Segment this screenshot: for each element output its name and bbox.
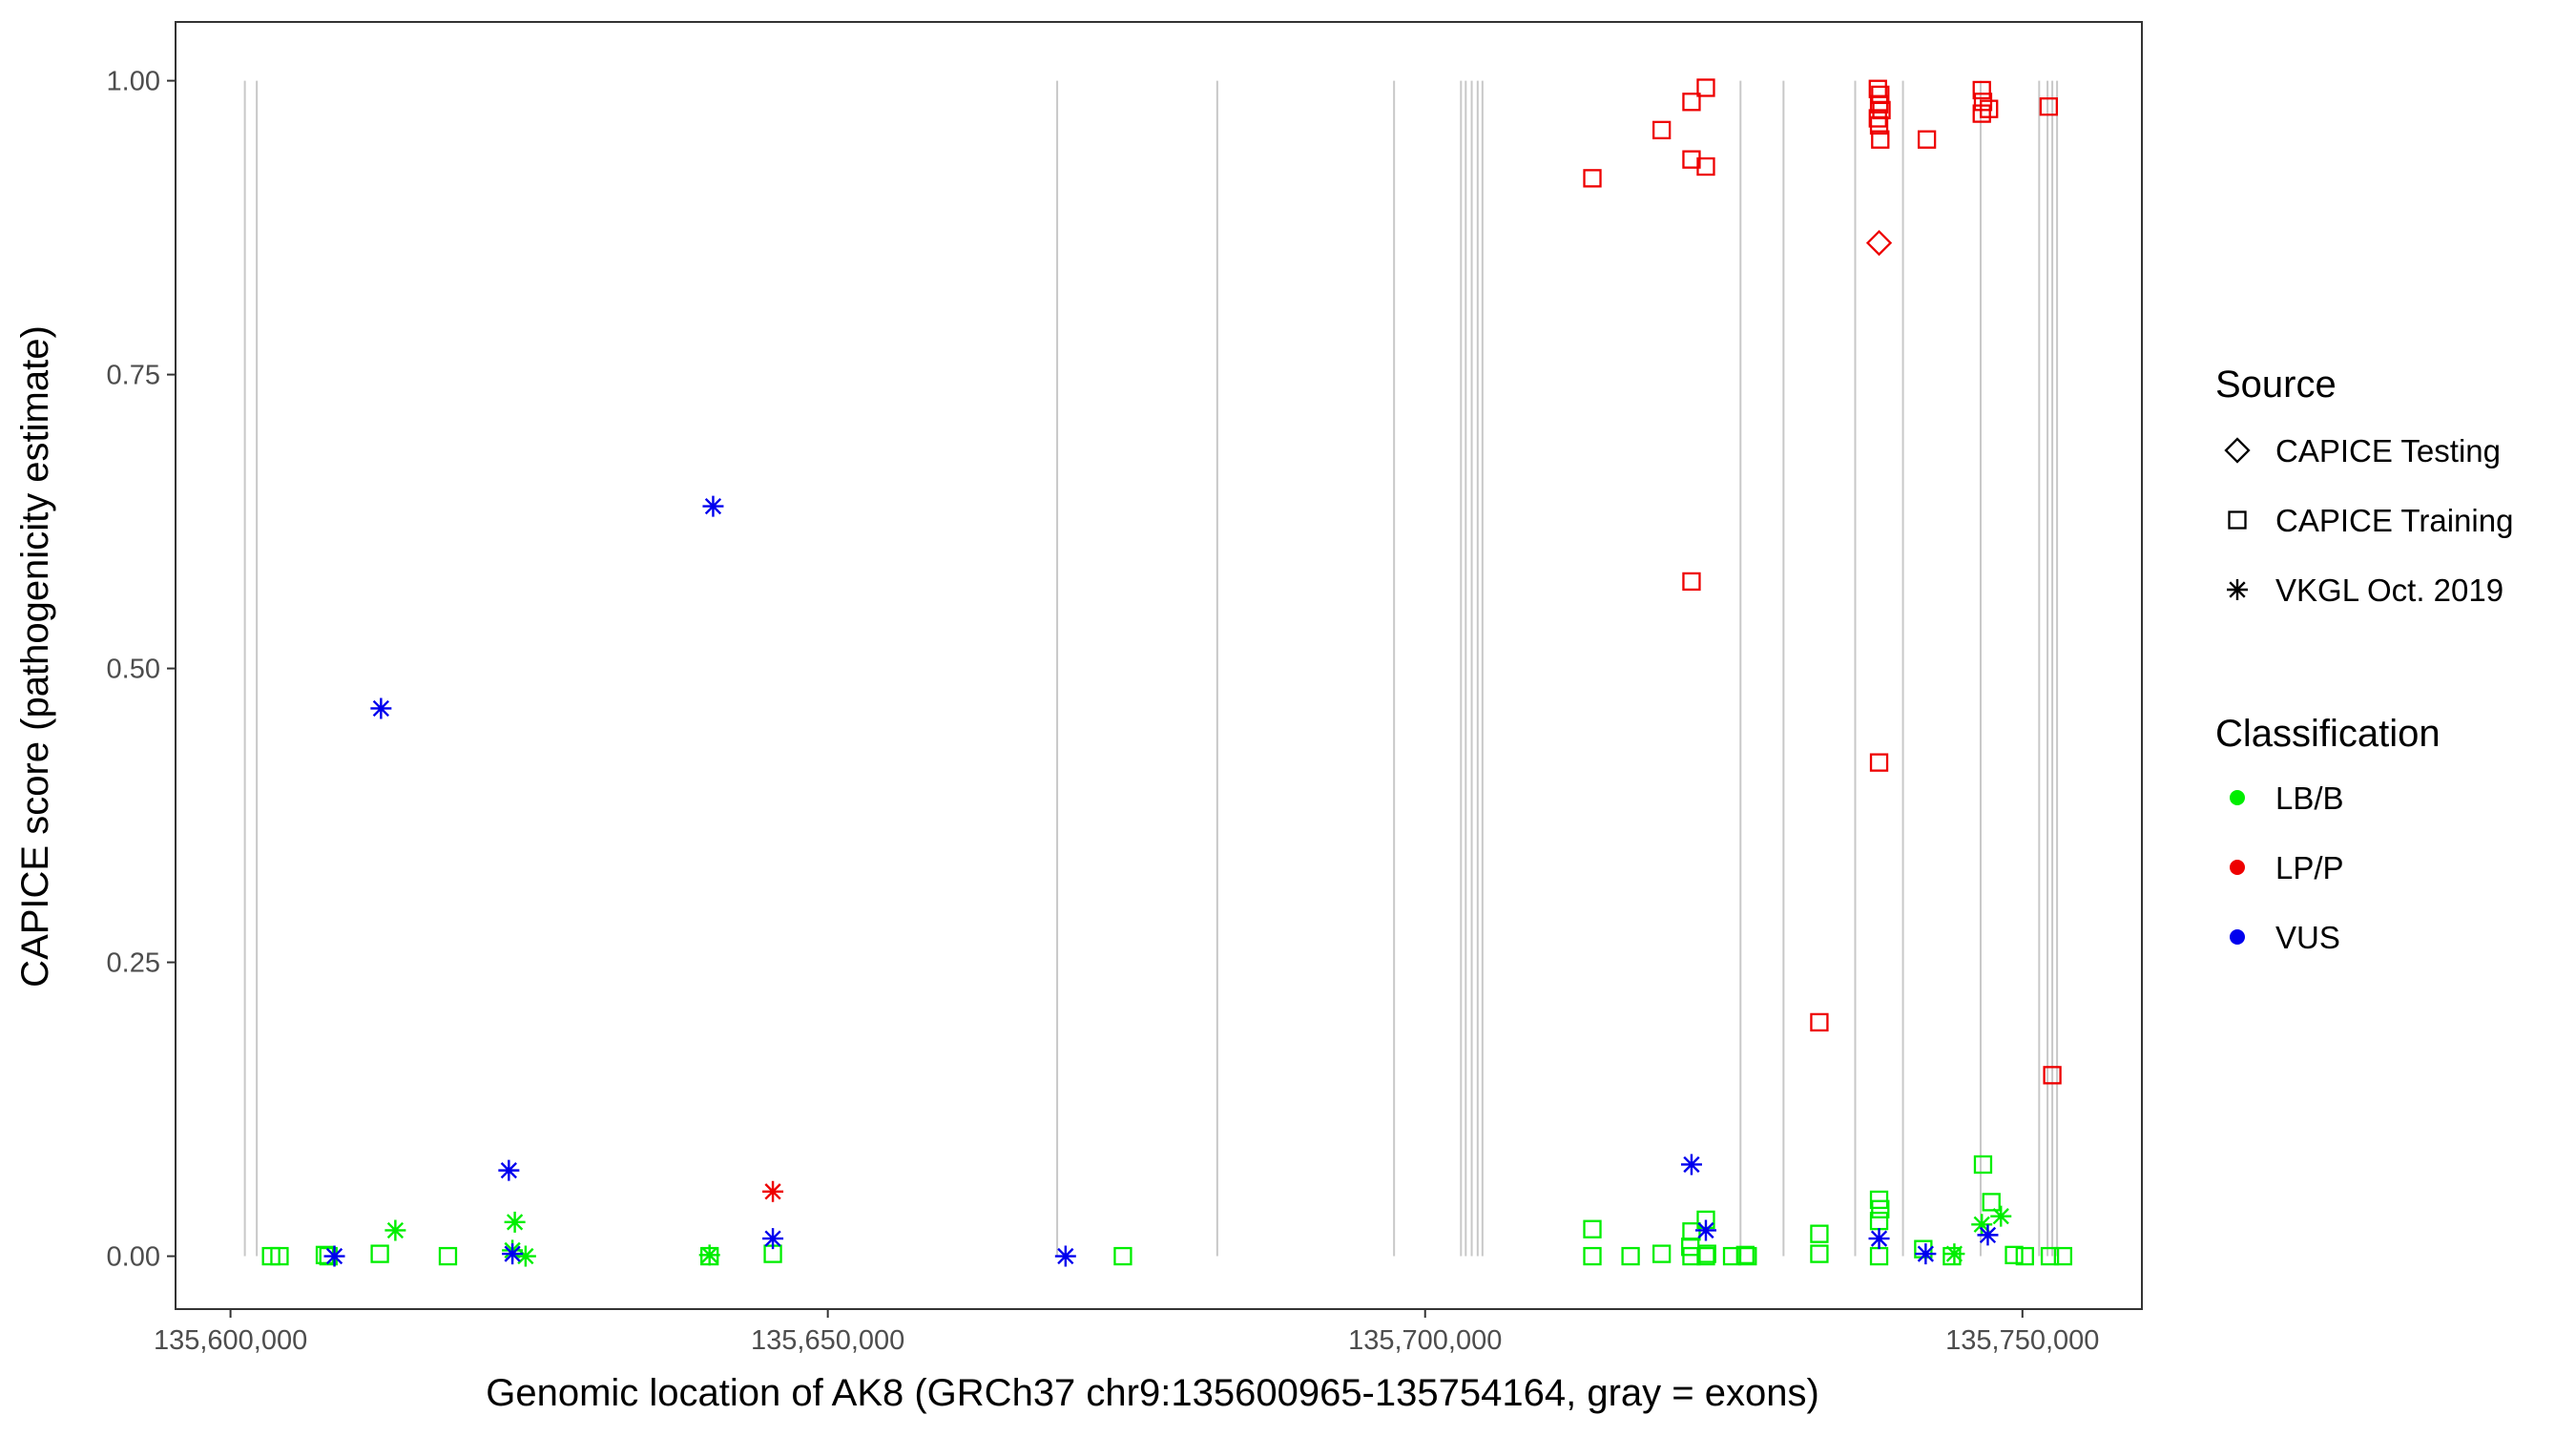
x-tick-label: 135,700,000 bbox=[1348, 1325, 1502, 1356]
data-point bbox=[438, 1246, 458, 1266]
data-point bbox=[1697, 1244, 1716, 1263]
data-point bbox=[1696, 78, 1715, 97]
data-point bbox=[384, 1219, 406, 1241]
y-tick-label: 0.50 bbox=[107, 655, 160, 685]
legend-classification-label: VUS bbox=[2275, 920, 2340, 955]
data-point bbox=[1583, 1219, 1602, 1238]
x-axis-title: Genomic location of AK8 (GRCh37 chr9:135… bbox=[486, 1372, 1819, 1414]
data-point bbox=[1810, 1012, 1829, 1032]
exon-lines bbox=[243, 80, 2059, 1257]
data-point bbox=[370, 1244, 389, 1263]
data-point bbox=[323, 1245, 345, 1267]
legend-classification-key bbox=[2230, 790, 2245, 805]
data-point bbox=[1810, 1244, 1829, 1263]
data-point bbox=[1696, 1246, 1715, 1266]
data-point bbox=[1113, 1246, 1132, 1266]
y-axis-title: CAPICE score (pathogenicity estimate) bbox=[14, 325, 56, 988]
data-point bbox=[1682, 572, 1701, 592]
legend-classification-title: Classification bbox=[2215, 713, 2441, 755]
data-point bbox=[1973, 1155, 1993, 1175]
data-point bbox=[1990, 1205, 2012, 1227]
legend-source-items: CAPICE Testing CAPICE Training VKGL Oct. 2… bbox=[2224, 433, 2513, 608]
legend-source-key bbox=[2227, 579, 2248, 600]
x-tick-label: 135,750,000 bbox=[1945, 1325, 2099, 1356]
data-point bbox=[2005, 1245, 2024, 1264]
data-point bbox=[1868, 1228, 1890, 1250]
data-point bbox=[2039, 97, 2058, 116]
data-point bbox=[1583, 1246, 1602, 1266]
y-tick-label: 0.25 bbox=[107, 948, 160, 979]
data-point bbox=[1682, 93, 1701, 112]
data-point bbox=[1980, 99, 1999, 118]
data-points bbox=[261, 78, 2073, 1267]
data-point bbox=[370, 697, 392, 719]
data-point bbox=[498, 1159, 520, 1181]
data-point bbox=[2043, 1066, 2062, 1085]
legend-classification-label: LP/P bbox=[2275, 850, 2344, 885]
data-point bbox=[1054, 1245, 1076, 1267]
y-tick-label: 1.00 bbox=[107, 67, 160, 97]
data-point bbox=[1972, 80, 1991, 100]
plot-panel-border bbox=[175, 21, 2143, 1310]
legend-source-title: Source bbox=[2215, 364, 2337, 406]
legend: Source CAPICE Testing CAPICE Training VKGL… bbox=[2215, 364, 2513, 955]
data-point bbox=[1583, 169, 1602, 188]
data-point bbox=[1971, 1214, 1993, 1236]
legend-source-label: CAPICE Training bbox=[2275, 503, 2513, 538]
y-tick-label: 0.00 bbox=[107, 1242, 160, 1273]
data-point bbox=[514, 1245, 536, 1267]
legend-source-label: VKGL Oct. 2019 bbox=[2275, 572, 2503, 608]
data-point bbox=[1738, 1246, 1757, 1266]
x-tick-label: 135,650,000 bbox=[751, 1325, 904, 1356]
data-point bbox=[762, 1180, 784, 1202]
data-point bbox=[1869, 1190, 1889, 1210]
legend-source-key bbox=[2224, 437, 2251, 464]
data-point bbox=[698, 1244, 720, 1266]
legend-classification-key bbox=[2230, 929, 2245, 945]
x-tick-label: 135,600,000 bbox=[154, 1325, 307, 1356]
legend-classification-label: LB/B bbox=[2275, 780, 2344, 816]
data-point bbox=[1735, 1245, 1755, 1264]
data-point bbox=[1680, 1154, 1702, 1176]
legend-source-key bbox=[2228, 510, 2247, 530]
data-point bbox=[1942, 1246, 1962, 1266]
data-point bbox=[762, 1228, 784, 1250]
data-point bbox=[1869, 94, 1889, 114]
data-point bbox=[504, 1211, 526, 1233]
legend-classification-key bbox=[2230, 860, 2245, 875]
data-point bbox=[1977, 1224, 1999, 1246]
data-point bbox=[1982, 1193, 2001, 1212]
data-point bbox=[2053, 1246, 2073, 1266]
data-point bbox=[702, 495, 724, 517]
y-tick-label: 0.75 bbox=[107, 361, 160, 391]
data-point bbox=[1621, 1246, 1640, 1266]
data-point bbox=[1915, 1243, 1937, 1265]
legend-source-label: CAPICE Testing bbox=[2275, 433, 2501, 468]
data-point bbox=[1682, 1222, 1701, 1241]
data-point bbox=[1917, 130, 1937, 149]
data-point bbox=[2015, 1246, 2034, 1266]
data-point bbox=[1871, 1199, 1890, 1218]
data-point bbox=[1810, 1224, 1829, 1243]
data-point bbox=[1652, 120, 1672, 139]
axes: 135,600,000 135,650,000 135,700,000 135,750… bbox=[107, 67, 2100, 1356]
data-point bbox=[270, 1246, 289, 1266]
data-point bbox=[2040, 1246, 2060, 1266]
legend-classification-items: LB/B LP/P VUS bbox=[2230, 780, 2344, 955]
data-point bbox=[1869, 753, 1889, 772]
data-point bbox=[1652, 1244, 1672, 1263]
data-point bbox=[502, 1243, 524, 1265]
data-point bbox=[1869, 115, 1889, 135]
data-point bbox=[1943, 1243, 1965, 1265]
data-point bbox=[1696, 156, 1715, 177]
data-point bbox=[1865, 229, 1893, 257]
data-point bbox=[1694, 1219, 1716, 1241]
data-point bbox=[1871, 130, 1890, 149]
